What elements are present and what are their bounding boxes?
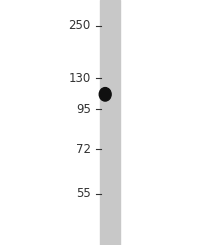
Ellipse shape [99,88,111,101]
Text: 72: 72 [76,143,91,156]
Text: 55: 55 [76,187,91,200]
Text: 250: 250 [68,19,91,32]
Bar [100,0,120,245]
Text: 130: 130 [68,72,91,85]
Text: 95: 95 [76,102,91,116]
